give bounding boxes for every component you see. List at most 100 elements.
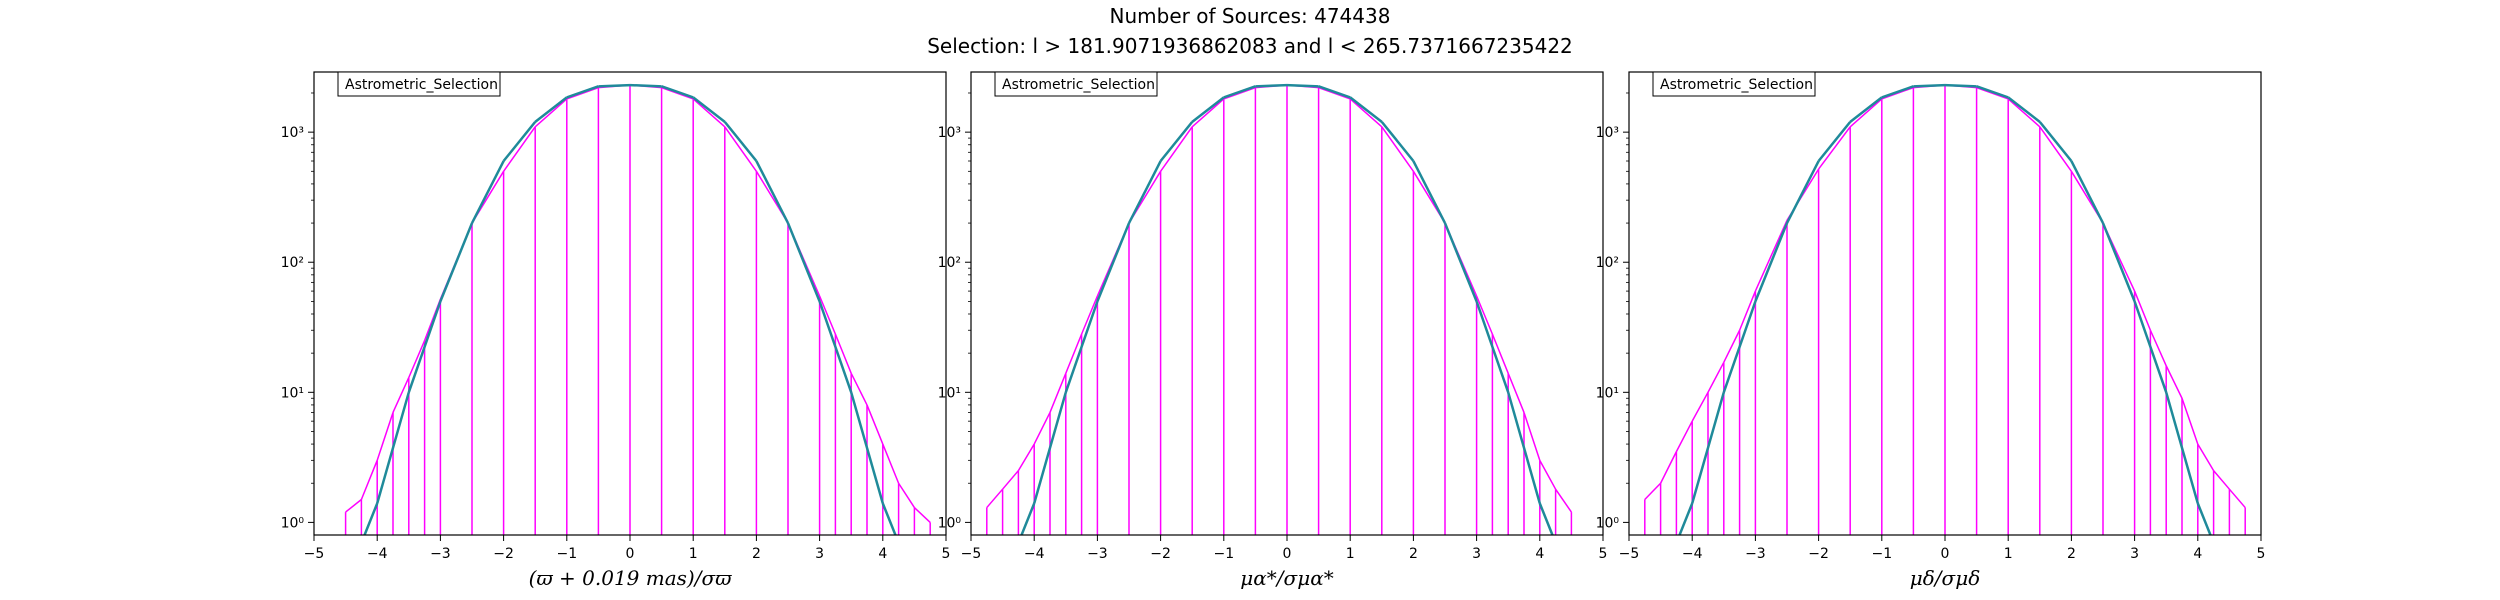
fit-curve-segment xyxy=(692,96,726,123)
x-tick-label: −3 xyxy=(430,546,451,562)
legend-label: Astrometric_Selection xyxy=(1002,77,1155,93)
x-tick-label: 4 xyxy=(878,546,887,562)
histogram-step xyxy=(850,372,868,406)
x-tick-label: 3 xyxy=(815,546,824,562)
fit-curve-segment xyxy=(1754,222,1789,302)
fit-curve-segment xyxy=(629,83,662,88)
chart-panel-1: −5 −4 −3 −2 −1 0 1 2 3 4 5 10⁰ 10¹ 10² 10³ (ϖ + 0.019 m… xyxy=(281,71,951,590)
fit-curve-segment xyxy=(598,83,631,88)
y-tick-label: 10² xyxy=(1596,255,1619,271)
histogram-step xyxy=(1523,412,1541,461)
histogram-step xyxy=(1675,420,1693,452)
fit-curve-segment xyxy=(2101,222,2136,302)
y-tick-label: 10³ xyxy=(938,125,961,141)
histogram-step xyxy=(1691,391,1709,422)
fit-curve-segment xyxy=(723,121,758,162)
histogram-series xyxy=(986,84,1573,535)
figure-title: Number of Sources: 474438 xyxy=(1109,4,1391,28)
histogram-step xyxy=(2133,290,2152,331)
histogram-series xyxy=(1644,84,2246,535)
fit-curve-segment xyxy=(1849,96,1883,123)
histogram-step xyxy=(1707,361,1725,393)
histogram-step xyxy=(866,404,884,445)
fit-curve-segment xyxy=(1678,502,1694,535)
fit-curve-segment xyxy=(470,160,505,224)
histogram-step xyxy=(1659,451,1678,484)
fit-curve-segment xyxy=(2038,121,2073,162)
fit-curve-segment xyxy=(818,300,853,393)
y-tick-label: 10⁰ xyxy=(281,515,305,531)
y-tick-label: 10³ xyxy=(281,125,304,141)
histogram-step xyxy=(1381,126,1415,172)
histogram-step xyxy=(1065,333,1083,374)
x-tick-label: 2 xyxy=(2067,546,2076,562)
y-tick-label: 10⁰ xyxy=(1596,515,1620,531)
chart-panel-3: −5 −4 −3 −2 −1 0 1 2 3 4 5 10⁰ 10¹ 10² 10³ μδ/σμδ Astrom… xyxy=(1596,71,2265,590)
x-tick-label: −2 xyxy=(1150,546,1171,562)
fit-curve-segment xyxy=(2070,160,2105,224)
fit-curve-segment xyxy=(1127,160,1162,224)
histogram-step xyxy=(1539,459,1557,490)
x-tick-label: 3 xyxy=(2130,546,2139,562)
histogram-step xyxy=(1017,443,1035,472)
x-tick-label: 4 xyxy=(1535,546,1544,562)
x-axis-label: μα*/σμα* xyxy=(1240,566,1333,590)
histogram-step xyxy=(2228,488,2246,509)
fit-curve-segment xyxy=(2133,300,2168,393)
histogram-step xyxy=(1191,98,1225,128)
y-tick-label: 10³ xyxy=(1596,125,1619,141)
x-tick-label: −4 xyxy=(1024,546,1045,562)
legend-label: Astrometric_Selection xyxy=(345,77,498,93)
fit-curve-segment xyxy=(786,222,821,302)
histogram-step xyxy=(1817,126,1851,170)
fit-curve-segment xyxy=(881,502,897,535)
histogram-step xyxy=(834,333,852,374)
fit-curve-segment xyxy=(1722,300,1757,393)
histogram-step xyxy=(2197,443,2215,472)
x-tick-label: 5 xyxy=(942,546,951,562)
fit-curve-segment xyxy=(661,85,694,99)
fit-curve-segment xyxy=(407,300,442,393)
legend-box xyxy=(337,71,501,97)
histogram-step xyxy=(345,498,362,513)
fit-curve-segment xyxy=(1286,83,1319,88)
x-tick-label: −5 xyxy=(961,546,982,562)
y-tick-label: 10² xyxy=(281,255,304,271)
fit-curve-segment xyxy=(566,85,599,99)
histogram-step xyxy=(692,98,726,128)
histogram-step xyxy=(1554,488,1573,513)
histogram-step xyxy=(1491,333,1509,374)
fit-curve-segment xyxy=(1412,160,1447,224)
fit-curve-segment xyxy=(363,502,379,535)
fit-curve-segment xyxy=(1064,300,1099,393)
histogram-step xyxy=(1159,126,1193,172)
histogram-step xyxy=(502,126,536,172)
y-tick-label: 10¹ xyxy=(938,385,961,401)
histogram-step xyxy=(1644,482,1662,501)
histogram-step xyxy=(2165,365,2183,399)
histogram-step xyxy=(392,377,410,413)
x-tick-label: −1 xyxy=(1871,546,1892,562)
fit-curve-segment xyxy=(1475,300,1510,393)
histogram-step xyxy=(408,340,426,378)
histogram-step xyxy=(897,482,916,508)
fit-curve-segment xyxy=(439,222,474,302)
histogram-step xyxy=(2007,98,2041,128)
histogram-step xyxy=(818,295,837,335)
histogram-step xyxy=(1475,295,1494,335)
x-tick-label: 2 xyxy=(752,546,761,562)
fit-curve-segment xyxy=(2007,96,2041,123)
x-tick-label: 1 xyxy=(689,546,698,562)
x-tick-label: 0 xyxy=(1941,546,1950,562)
histogram-series xyxy=(344,84,931,535)
x-tick-label: −4 xyxy=(367,546,388,562)
fit-curve-segment xyxy=(2164,391,2200,504)
x-tick-label: −5 xyxy=(304,546,325,562)
fit-curve-segment xyxy=(1255,83,1288,88)
x-tick-label: −4 xyxy=(1682,546,1703,562)
fit-curve-segment xyxy=(1032,391,1068,504)
fit-curve-segment xyxy=(755,160,790,224)
histogram-step xyxy=(1738,290,1757,331)
fit-curve-segment xyxy=(1785,160,1820,224)
